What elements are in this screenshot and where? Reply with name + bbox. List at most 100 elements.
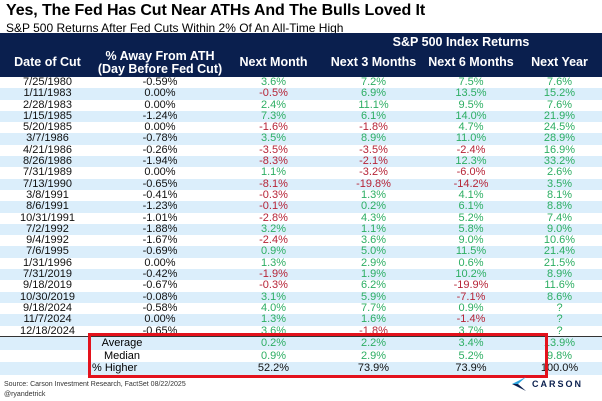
table-row: 10/30/2019 -0.08% 3.1% 5.9% -7.1% 8.6%: [0, 290, 602, 303]
cell-next-6-months: 10.2%: [455, 268, 487, 281]
table-row: 7/13/1990 -0.65% -8.1% -19.8% -14.2% 3.5%: [0, 177, 602, 190]
cell-pct-away-ath: -0.42%: [142, 268, 178, 281]
cell-next-month: -1.9%: [259, 268, 288, 281]
cell-next-6-months: 3.7%: [458, 324, 484, 337]
table-header: S&P 500 Index Returns Date of Cut % Away…: [0, 33, 602, 77]
cell-next-3-months: -1.8%: [359, 121, 388, 134]
cell-next-3-months: -19.8%: [356, 177, 391, 190]
cell-next-6-months: 5.8%: [458, 222, 484, 235]
cell-next-3-months: -1.8%: [359, 324, 388, 337]
cell-next-3-months: 2.9%: [360, 256, 387, 269]
cell-next-year: 9.0%: [546, 222, 573, 235]
cell-date-of-cut: 3/8/1991: [26, 188, 69, 201]
cell-next-6-months: -7.1%: [456, 290, 486, 303]
cell-date-of-cut: 7/31/2019: [23, 268, 72, 281]
cell-pct-away-ath: -1.88%: [142, 222, 178, 235]
cell-next-3-months: 7.2%: [360, 76, 387, 88]
cell-next-month: -0.5%: [259, 87, 288, 100]
cell-next-3-months: 4.3%: [360, 211, 387, 224]
carson-logo: CARSON: [512, 377, 583, 391]
summary-next-year: 9.8%: [546, 349, 573, 362]
cell-date-of-cut: 1/31/1996: [23, 256, 72, 269]
cell-pct-away-ath: -0.58%: [142, 301, 178, 314]
cell-next-6-months: 9.0%: [458, 234, 484, 247]
cell-date-of-cut: 1/15/1985: [23, 109, 72, 122]
cell-next-year: 16.9%: [543, 143, 576, 156]
cell-date-of-cut: 7/13/1990: [23, 177, 72, 190]
header-next-year: Next Year: [531, 55, 588, 69]
cell-date-of-cut: 9/4/1992: [26, 234, 69, 247]
cell-next-year: ?: [556, 301, 563, 314]
cell-next-year: 7.6%: [546, 98, 573, 111]
cell-next-year: 3.5%: [546, 177, 573, 190]
cell-next-3-months: 8.9%: [360, 132, 387, 145]
cell-next-year: ?: [556, 313, 563, 326]
table-row: 7/25/1980 -0.59% 3.6% 7.2% 7.5% 7.6%: [0, 76, 602, 88]
summary-label: % Higher: [92, 362, 138, 374]
header-pct-away-line2: (Day Before Fed Cut): [97, 62, 223, 76]
summary-next-year: 100.0%: [540, 362, 579, 374]
cell-next-month: 3.6%: [260, 76, 287, 88]
summary-row: % Higher 52.2% 73.9% 73.9% 100.0%: [0, 362, 602, 375]
cell-date-of-cut: 2/28/1983: [23, 98, 72, 111]
cell-next-month: -0.3%: [259, 188, 288, 201]
summary-next-6-months: 73.9%: [455, 362, 487, 374]
cell-next-6-months: 14.0%: [455, 109, 487, 122]
cell-date-of-cut: 9/18/2024: [23, 301, 72, 314]
cell-pct-away-ath: -0.59%: [142, 76, 178, 88]
cell-date-of-cut: 1/11/1983: [23, 87, 72, 100]
cell-pct-away-ath: 0.00%: [144, 121, 176, 134]
cell-next-month: 1.1%: [260, 166, 287, 179]
cell-pct-away-ath: -1.67%: [142, 234, 178, 247]
cell-next-year: 21.5%: [543, 256, 576, 269]
cell-next-6-months: 9.5%: [458, 98, 484, 111]
cell-next-3-months: 3.6%: [360, 234, 387, 247]
cell-pct-away-ath: -0.65%: [142, 177, 178, 190]
logo-text: CARSON: [532, 379, 584, 389]
cell-next-6-months: 11.0%: [455, 132, 487, 145]
cell-next-6-months: 0.9%: [458, 301, 484, 314]
cell-date-of-cut: 10/31/1991: [19, 211, 76, 224]
table-row: 3/8/1991 -0.41% -0.3% 1.3% 4.1% 8.1%: [0, 188, 602, 201]
cell-next-6-months: 7.5%: [458, 76, 484, 88]
cell-next-year: 21.4%: [543, 245, 576, 258]
source-note: Source: Carson Investment Research, Fact…: [4, 381, 186, 388]
cell-next-3-months: -3.5%: [359, 143, 388, 156]
summary-next-month: 52.2%: [257, 362, 290, 374]
cell-date-of-cut: 8/6/1991: [26, 200, 69, 213]
table-row: 7/31/2019 -0.42% -1.9% 1.9% 10.2% 8.9%: [0, 268, 602, 281]
summary-divider: [0, 336, 602, 337]
cell-pct-away-ath: 0.00%: [144, 87, 176, 100]
cell-next-3-months: 1.9%: [360, 268, 387, 281]
cell-pct-away-ath: 0.00%: [144, 98, 176, 111]
cell-next-6-months: -2.4%: [456, 143, 486, 156]
cell-next-3-months: 6.9%: [360, 87, 387, 100]
table-row: 8/6/1991 -1.23% -0.1% 0.2% 6.1% 8.8%: [0, 200, 602, 213]
summary-next-month: 0.2%: [260, 337, 287, 349]
cell-next-month: 4.0%: [260, 301, 287, 314]
table-row: 7/6/1995 -0.69% 0.9% 5.0% 11.5% 21.4%: [0, 245, 602, 258]
cell-date-of-cut: 5/20/1985: [23, 121, 72, 134]
cell-pct-away-ath: -0.41%: [142, 188, 178, 201]
highlight-box: [88, 333, 548, 378]
chart-title: Yes, The Fed Has Cut Near ATHs And The B…: [6, 2, 426, 19]
summary-next-3-months: 2.2%: [360, 337, 387, 349]
cell-pct-away-ath: -1.23%: [142, 200, 178, 213]
cell-next-3-months: 1.3%: [360, 188, 387, 201]
chart-subtitle: S&P 500 Returns After Fed Cuts Within 2%…: [6, 21, 344, 35]
cell-next-3-months: 6.1%: [360, 109, 387, 122]
summary-next-3-months: 2.9%: [360, 349, 387, 362]
table-row: 2/28/1983 0.00% 2.4% 11.1% 9.5% 7.6%: [0, 98, 602, 111]
cell-next-6-months: -14.2%: [453, 177, 489, 190]
cell-next-month: -0.1%: [259, 200, 288, 213]
cell-pct-away-ath: -0.78%: [142, 132, 178, 145]
table-row: 12/18/2024 -0.65% 3.6% -1.8% 3.7%?: [0, 324, 602, 337]
cell-next-month: -3.5%: [259, 143, 288, 156]
cell-date-of-cut: 7/31/1989: [23, 166, 72, 179]
cell-next-year: 28.9%: [543, 132, 576, 145]
cell-next-month: 2.4%: [260, 98, 287, 111]
cell-next-year: 8.9%: [546, 268, 573, 281]
cell-next-month: 3.2%: [260, 222, 287, 235]
cell-next-6-months: 5.2%: [458, 211, 484, 224]
header-next-6-months: Next 6 Months: [428, 55, 514, 69]
